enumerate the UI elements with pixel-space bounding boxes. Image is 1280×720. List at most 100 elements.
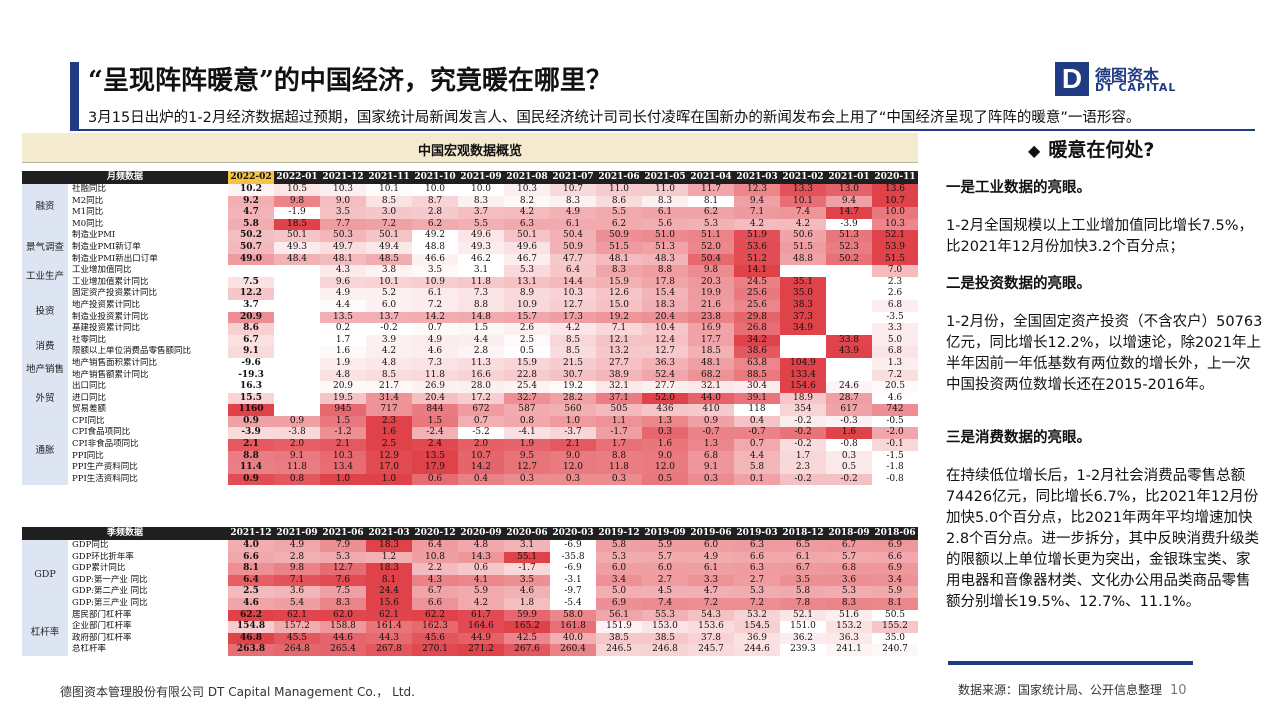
value-cell: 246.8 (642, 644, 689, 656)
value-cell: 5.3 (734, 586, 781, 598)
value-cell: 1.9 (320, 357, 367, 370)
value-cell: 7.2 (366, 218, 413, 231)
value-cell: 11.3 (458, 357, 505, 370)
indicator-label: 地产投资累计同比 (72, 299, 141, 310)
value-cell: 2.3 (366, 415, 413, 428)
value-cell: 4.8 (366, 357, 413, 370)
value-cell: 15.7 (504, 311, 551, 324)
header-cell: 2021-09 (274, 527, 321, 540)
indicator-label: CPI食品项同比 (72, 427, 131, 438)
point1-heading: 一是工业数据的亮眼。 (946, 180, 1091, 196)
value-cell: -0.2 (366, 323, 413, 335)
footer-source: 数据来源：国家统计局、公开信息整理 10 (958, 681, 1187, 698)
value-cell: 25.6 (734, 288, 781, 300)
value-cell: 12.4 (642, 334, 689, 347)
value-cell: 10.5 (274, 184, 321, 196)
value-cell: 8.3 (458, 195, 505, 208)
value-cell (826, 265, 873, 277)
value-cell: -1.8 (872, 462, 919, 474)
value-cell: 49.3 (274, 241, 321, 254)
value-cell: 36.3 (826, 632, 873, 645)
value-cell: 15.4 (642, 288, 689, 300)
value-cell: 354 (780, 404, 827, 416)
value-cell: 0.5 (504, 346, 551, 358)
value-cell: 51.5 (872, 253, 919, 266)
value-cell: 0.3 (596, 473, 643, 486)
value-cell: 263.8 (228, 644, 275, 656)
value-cell: 13.2 (596, 346, 643, 358)
category-cell: GDP (22, 540, 68, 610)
value-cell: 8.5 (366, 369, 413, 382)
value-cell: 5.3 (826, 586, 873, 598)
header-cell: 2021-12 (320, 171, 367, 184)
value-cell: -3.1 (550, 574, 597, 587)
value-cell: 153.6 (688, 621, 735, 633)
value-cell: 88.5 (734, 369, 781, 382)
value-cell: 24.5 (734, 276, 781, 289)
value-cell: -5.2 (458, 427, 505, 440)
table-row: 地产销售额累计同比 -19.3 4.8 8.5 11.8 16.6 22.8 30.7 38.9… (22, 369, 919, 382)
value-cell: 8.6 (228, 323, 275, 335)
value-cell: 265.4 (320, 644, 367, 656)
value-cell: 1.5 (458, 323, 505, 335)
value-cell: 945 (320, 404, 367, 416)
value-cell: 21.7 (366, 381, 413, 393)
value-cell: -1.2 (320, 427, 367, 440)
value-cell: 68.2 (688, 369, 735, 382)
value-cell: 51.6 (826, 609, 873, 622)
value-cell: 8.6 (596, 195, 643, 208)
point2-heading: 二是投资数据的亮眼。 (946, 276, 1091, 292)
value-cell: 6.6 (734, 551, 781, 564)
header-cell: 2019-09 (642, 527, 689, 540)
value-cell: 61.7 (458, 609, 505, 622)
value-cell: 4.6 (412, 346, 459, 358)
value-cell: 50.6 (780, 230, 827, 242)
value-cell: 4.3 (320, 265, 367, 277)
value-cell: 15.9 (504, 357, 551, 370)
value-cell: 49.0 (228, 253, 275, 266)
value-cell: 51.1 (688, 230, 735, 242)
value-cell: 50.9 (550, 241, 597, 254)
value-cell: 17.0 (366, 462, 413, 474)
value-cell: -1.7 (596, 427, 643, 440)
table-row: 制造业投资累计同比 20.9 13.5 13.7 14.2 14.8 15.7 17.3 19.… (22, 311, 919, 324)
value-cell: 15.6 (366, 597, 413, 610)
value-cell: 6.8 (688, 450, 735, 463)
value-cell: 12.1 (596, 334, 643, 347)
value-cell: 3.8 (366, 265, 413, 277)
value-cell: -0.2 (780, 473, 827, 486)
indicator-label: 政府部门杠杆率 (72, 632, 132, 643)
value-cell: 14.2 (412, 311, 459, 324)
value-cell (274, 265, 321, 277)
value-cell: 33.8 (826, 334, 873, 347)
header-cell: 2018-06 (872, 527, 919, 540)
value-cell: 6.4 (228, 574, 275, 587)
value-cell: 49.2 (412, 230, 459, 242)
category-cell: 消费 (22, 334, 68, 358)
value-cell: 5.0 (872, 334, 919, 347)
value-cell: -6.9 (550, 563, 597, 575)
value-cell: 6.7 (412, 586, 459, 598)
value-cell: 35.1 (780, 276, 827, 289)
value-cell: 59.9 (504, 609, 551, 622)
value-cell: 4.9 (550, 207, 597, 219)
table-row: CPI食品项同比 -3.9 -3.8 -1.2 1.6 -2.4 -5.2 -4.1 -3.7-… (22, 427, 919, 440)
value-cell: 34.2 (734, 334, 781, 347)
value-cell: 1.6 (366, 427, 413, 440)
value-cell: 24.6 (826, 381, 873, 393)
value-cell: 52.4 (642, 369, 689, 382)
value-cell: 3.9 (366, 334, 413, 347)
value-cell: 2.4 (412, 439, 459, 451)
value-cell: 32.1 (596, 381, 643, 393)
value-cell: 10.8 (412, 551, 459, 564)
value-cell: 13.5 (412, 450, 459, 463)
value-cell: 6.1 (642, 207, 689, 219)
indicator-label: GDP同比 (72, 540, 109, 550)
value-cell: 50.4 (550, 230, 597, 242)
value-cell: 9.8 (274, 563, 321, 575)
table-row: 消费 社零同比 6.7 1.7 3.9 4.9 4.4 2.5 8.5 12.1 12.4 17.7 3… (22, 334, 919, 358)
indicator-label: 地产销售额累计同比 (72, 369, 149, 380)
value-cell: 14.8 (458, 311, 505, 324)
value-cell: 157.2 (274, 621, 321, 633)
value-cell: 3.5 (780, 574, 827, 587)
